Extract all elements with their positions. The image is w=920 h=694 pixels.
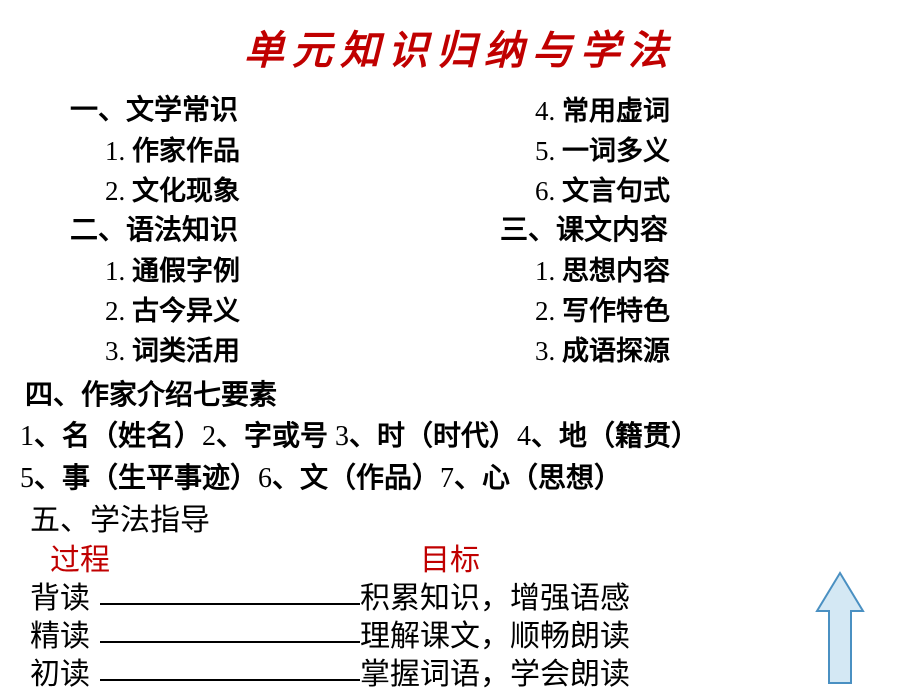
section-4-line1: 1、名（姓名）2、字或号 3、时（时代）4、地（籍贯） xyxy=(0,416,920,458)
study-row: 背读 积累知识，增强语感 xyxy=(30,580,920,618)
two-column-layout: 一、文学常识 1. 作家作品 2. 文化现象 二、语法知识 1. 通假字例 2.… xyxy=(0,76,920,371)
section-3-item: 1. 思想内容 xyxy=(500,251,900,291)
item-text: 常用虚词 xyxy=(562,96,670,126)
item-text: 通假字例 xyxy=(132,256,240,286)
section-1-item: 2. 文化现象 xyxy=(70,171,440,211)
section-1-head: 一、文学常识 xyxy=(70,91,440,131)
item-text: 古今异义 xyxy=(132,296,240,326)
connector-line xyxy=(100,587,360,605)
study-label: 精读 xyxy=(30,618,100,656)
item-text: 思想内容 xyxy=(562,256,670,286)
section-1-item: 1. 作家作品 xyxy=(70,131,440,171)
study-row: 精读 理解课文，顺畅朗读 xyxy=(30,618,920,656)
process-header: 过程 xyxy=(30,542,400,580)
up-arrow-icon xyxy=(815,571,865,686)
goal-header: 目标 xyxy=(400,542,480,580)
item-text: 作家作品 xyxy=(132,136,240,166)
study-goal: 积累知识，增强语感 xyxy=(360,580,630,618)
left-column: 一、文学常识 1. 作家作品 2. 文化现象 二、语法知识 1. 通假字例 2.… xyxy=(0,91,440,371)
study-goal: 掌握词语，学会朗读 xyxy=(360,656,630,694)
section-3-item: 2. 写作特色 xyxy=(500,291,900,331)
section-2-head: 二、语法知识 xyxy=(70,211,440,251)
connector-line xyxy=(100,625,360,643)
section-3-item: 3. 成语探源 xyxy=(500,331,900,371)
item-text: 一词多义 xyxy=(562,136,670,166)
page-title: 单元知识归纳与学法 xyxy=(0,0,920,76)
section-2-cont-item: 5. 一词多义 xyxy=(500,131,900,171)
study-goal: 理解课文，顺畅朗读 xyxy=(360,618,630,656)
study-method-area: 过程 目标 背读 积累知识，增强语感 精读 理解课文，顺畅朗读 初读 掌握词语，… xyxy=(0,542,920,694)
study-header-row: 过程 目标 xyxy=(30,542,920,580)
section-5-head: 五、学法指导 xyxy=(0,500,920,542)
study-row: 初读 掌握词语，学会朗读 xyxy=(30,656,920,694)
item-text: 成语探源 xyxy=(562,336,670,366)
item-text: 词类活用 xyxy=(132,336,240,366)
section-2-cont-item: 4. 常用虚词 xyxy=(500,91,900,131)
section-2-item: 2. 古今异义 xyxy=(70,291,440,331)
section-2-item: 3. 词类活用 xyxy=(70,331,440,371)
item-text: 文化现象 xyxy=(132,176,240,206)
study-label: 初读 xyxy=(30,656,100,694)
item-text: 文言句式 xyxy=(562,176,670,206)
section-2-item: 1. 通假字例 xyxy=(70,251,440,291)
item-text: 写作特色 xyxy=(562,296,670,326)
study-label: 背读 xyxy=(30,580,100,618)
section-3-head: 三、课文内容 xyxy=(500,211,900,251)
section-4-line2: 5、事（生平事迹）6、文（作品）7、心（思想） xyxy=(0,458,920,500)
right-column: 4. 常用虚词 5. 一词多义 6. 文言句式 三、课文内容 1. 思想内容 2… xyxy=(440,91,900,371)
connector-line xyxy=(100,663,360,681)
section-4-head: 四、作家介绍七要素 xyxy=(0,371,920,416)
section-2-cont-item: 6. 文言句式 xyxy=(500,171,900,211)
